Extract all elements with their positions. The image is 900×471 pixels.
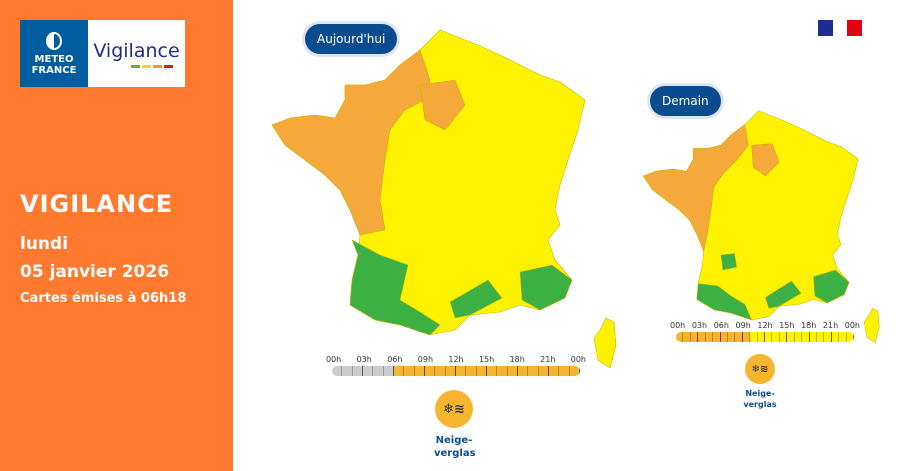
map-region-green-south[interactable] bbox=[765, 280, 802, 309]
hour-label: 03h bbox=[356, 355, 372, 364]
meteo-france-logo: METEO FRANCE Vigilance bbox=[20, 20, 185, 87]
vigilance-color-bars bbox=[130, 64, 173, 68]
timeline-segment-yellow[interactable] bbox=[750, 332, 854, 342]
meteo-france-brand: METEO FRANCE bbox=[20, 20, 88, 87]
timeline-segment-orange[interactable] bbox=[394, 366, 580, 376]
map-corsica[interactable] bbox=[863, 308, 880, 343]
hazard-label: Neige-verglas bbox=[434, 435, 476, 459]
sidebar: METEO FRANCE Vigilance VIGILANCE lundi 0… bbox=[0, 0, 233, 471]
hour-label: 00h bbox=[670, 321, 686, 330]
hour-label: 18h bbox=[801, 321, 817, 330]
french-flag-icon bbox=[818, 20, 862, 36]
hour-label: 18h bbox=[509, 355, 525, 364]
hazard-label: Neige-verglas bbox=[743, 389, 777, 409]
map-region-orange-west[interactable] bbox=[271, 49, 431, 236]
sidebar-title: VIGILANCE bbox=[20, 190, 174, 218]
map-corsica[interactable] bbox=[593, 317, 617, 369]
timeline-ticks bbox=[332, 366, 580, 376]
meteo-france-icon bbox=[46, 31, 62, 50]
vigilance-wordmark: Vigilance bbox=[93, 39, 180, 62]
hour-label: 06h bbox=[713, 321, 729, 330]
day-label: lundi bbox=[20, 234, 69, 254]
hazard-tomorrow[interactable]: ❄≋ Neige-verglas bbox=[730, 354, 790, 410]
map-today[interactable] bbox=[270, 20, 620, 370]
hour-label: 03h bbox=[691, 321, 708, 330]
tab-tomorrow[interactable]: Demain bbox=[650, 86, 721, 116]
hour-label: 06h bbox=[387, 355, 403, 364]
map-region-green-southwest[interactable] bbox=[349, 239, 441, 336]
hour-label: 00h bbox=[326, 355, 342, 364]
timeline-today: 00h 03h 06h 09h 12h 15h 18h 21h 00h bbox=[326, 355, 586, 376]
map-region-orange-west[interactable] bbox=[643, 124, 749, 252]
hour-label: 15h bbox=[779, 321, 795, 330]
hour-label: 21h bbox=[822, 321, 839, 330]
map-region-orange-paris[interactable] bbox=[751, 143, 780, 177]
hour-label: 15h bbox=[478, 355, 495, 364]
map-region-green-south[interactable] bbox=[449, 279, 503, 319]
timeline-tomorrow: 00h 03h 06h 09h 12h 15h 18h 21h 00h bbox=[670, 321, 860, 342]
map-region-orange-paris[interactable] bbox=[419, 79, 466, 131]
hour-label: 21h bbox=[540, 355, 556, 364]
snow-ice-icon: ❄≋ bbox=[435, 390, 473, 428]
hour-label: 09h bbox=[417, 355, 434, 364]
date-label: 05 janvier 2026 bbox=[20, 262, 170, 282]
hour-label: 00h bbox=[844, 321, 860, 330]
issued-label: Cartes émises à 06h18 bbox=[20, 291, 187, 306]
map-region-green-southeast[interactable] bbox=[519, 264, 573, 311]
map-region-green-southeast[interactable] bbox=[813, 269, 850, 304]
hour-label: 12h bbox=[448, 355, 464, 364]
timeline-segment-green[interactable] bbox=[332, 366, 394, 376]
hour-label: 09h bbox=[735, 321, 751, 330]
hour-label: 12h bbox=[757, 321, 773, 330]
map-tomorrow[interactable] bbox=[642, 104, 882, 344]
snow-ice-icon: ❄≋ bbox=[745, 354, 775, 384]
timeline-ticks bbox=[676, 332, 854, 342]
hazard-today[interactable]: ❄≋ Neige-verglas bbox=[418, 390, 490, 460]
map-region-green-center[interactable] bbox=[720, 253, 737, 271]
map-region-green-southwest[interactable] bbox=[696, 283, 752, 321]
tab-today[interactable]: Aujourd'hui bbox=[305, 24, 398, 54]
timeline-segment-orange[interactable] bbox=[676, 332, 751, 342]
hour-label: 00h bbox=[570, 355, 586, 364]
